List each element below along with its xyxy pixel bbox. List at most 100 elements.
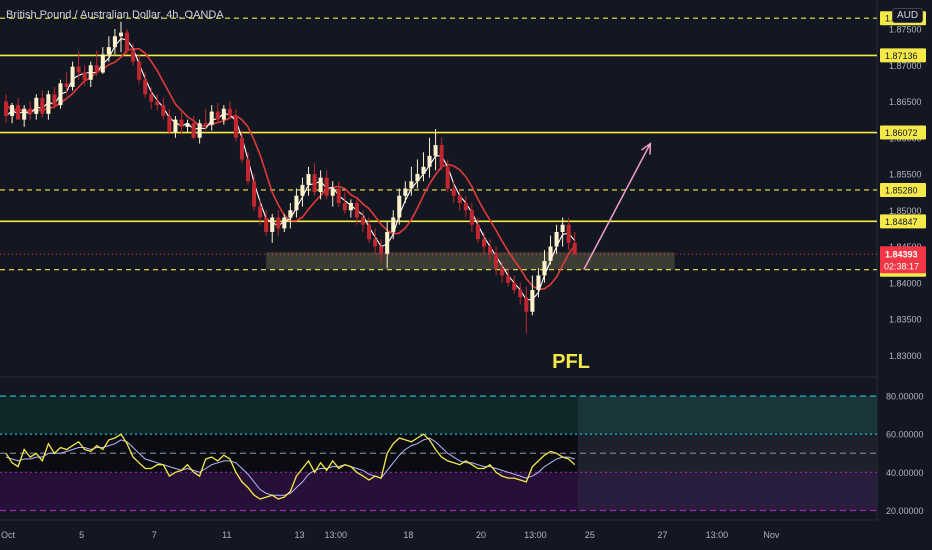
candle-body (143, 79, 148, 95)
candle-body (16, 105, 21, 120)
candle-body (463, 203, 468, 211)
candle-body (354, 203, 359, 218)
time-tick-label: Nov (763, 530, 780, 540)
time-tick-label: 7 (152, 530, 157, 540)
candle-body (500, 268, 505, 276)
candle-body (348, 203, 353, 211)
price-tick-label: 1.87000 (889, 61, 922, 71)
candle-body (403, 188, 408, 196)
candle-body (46, 94, 51, 114)
candle-body (451, 188, 456, 196)
candle-body (306, 174, 311, 185)
price-tick-label: 1.84000 (889, 278, 922, 288)
zone-layer (266, 252, 675, 270)
candle-body (554, 232, 559, 247)
candle-body (548, 246, 553, 261)
candle-body (342, 203, 347, 211)
price-tick-label: 1.85500 (889, 170, 922, 180)
time-tick-label: 25 (585, 530, 595, 540)
candle-body (82, 72, 87, 80)
candle-body (336, 188, 341, 203)
candle-body (288, 210, 293, 218)
candles-layer (4, 21, 577, 334)
candle-body (22, 108, 27, 120)
candle-body (88, 65, 93, 80)
rsi-tick-label: 40.00000 (886, 468, 924, 478)
rsi-line (5, 433, 576, 500)
candle-body (125, 32, 130, 51)
level-price-label: 1.85280 (885, 185, 918, 195)
rsi-overbought-fill (0, 396, 578, 435)
rsi-tick-label: 80.00000 (886, 392, 924, 402)
candle-body (70, 66, 75, 87)
currency-badge[interactable]: AUD (892, 8, 924, 23)
candle-body (227, 108, 232, 116)
candle-body (209, 111, 214, 125)
pfl-annotation: PFL (552, 351, 590, 373)
level-price-tag (880, 182, 926, 197)
candle-body (161, 105, 166, 116)
candle-body (137, 61, 142, 80)
time-tick-label: 11 (222, 530, 231, 540)
candle-body (239, 137, 244, 160)
candle-body (203, 123, 208, 125)
candle-body (167, 116, 172, 132)
level-price-label: 1.87136 (885, 51, 918, 61)
countdown-label: 02:38:17 (884, 261, 919, 271)
arrow-layer (583, 142, 652, 271)
candle-body (106, 47, 111, 55)
candle-body (488, 246, 493, 254)
candle-body (536, 275, 541, 290)
level-price-label: 1.86072 (885, 128, 918, 138)
price-tick-label: 1.83500 (889, 315, 922, 325)
time-tick-label: 13:00 (706, 530, 729, 540)
candle-body (64, 83, 69, 87)
price-tick-label: 1.86500 (889, 97, 922, 107)
rsi-future-fill-top (577, 396, 877, 435)
candle-body (28, 108, 33, 114)
candle-body (179, 119, 184, 127)
candle-body (439, 145, 444, 167)
candle-body (512, 282, 517, 290)
candle-body (58, 83, 63, 106)
time-tick-label: Oct (1, 530, 16, 540)
candle-body (34, 97, 39, 114)
rsi-tick-label: 20.00000 (886, 506, 924, 516)
candle-body (506, 275, 511, 283)
rsi-lines-layer (5, 433, 576, 500)
candle-body (318, 177, 323, 193)
candle-body (112, 36, 117, 48)
candle-body (294, 195, 299, 211)
candle-body (475, 224, 480, 240)
chart-title: British Pound / Australian Dollar, 4h, O… (6, 9, 224, 21)
candle-body (94, 65, 99, 73)
candle-body (415, 174, 420, 182)
candle-body (52, 94, 57, 106)
projection-arrow-line (583, 143, 652, 271)
candle-body (469, 210, 474, 225)
candle-body (445, 166, 450, 189)
candle-body (191, 123, 196, 138)
candle-body (457, 195, 462, 203)
candle-body (312, 174, 317, 193)
candle-body (118, 32, 123, 37)
price-tick-label: 1.85000 (889, 206, 922, 216)
level-price-tag (880, 48, 926, 63)
time-tick-label: 13:00 (324, 530, 347, 540)
candle-body (324, 177, 329, 196)
time-axis[interactable]: Oct 5 7 11 13 13:00 18 20 13:00 25 27 13:00 Nov (1, 530, 780, 540)
candle-body (379, 246, 384, 254)
candle-body (185, 123, 190, 127)
candle-body (215, 111, 220, 120)
candle-body (233, 116, 238, 138)
candle-body (373, 239, 378, 247)
price-axis[interactable]: 1.875001.870001.865001.860001.855001.850… (878, 0, 932, 550)
candle-body (433, 145, 438, 156)
candle-body (258, 206, 263, 218)
candle-body (270, 217, 275, 232)
candle-body (385, 232, 390, 254)
candle-body (572, 242, 577, 255)
candle-body (149, 94, 154, 102)
time-tick-label: 5 (79, 530, 84, 540)
